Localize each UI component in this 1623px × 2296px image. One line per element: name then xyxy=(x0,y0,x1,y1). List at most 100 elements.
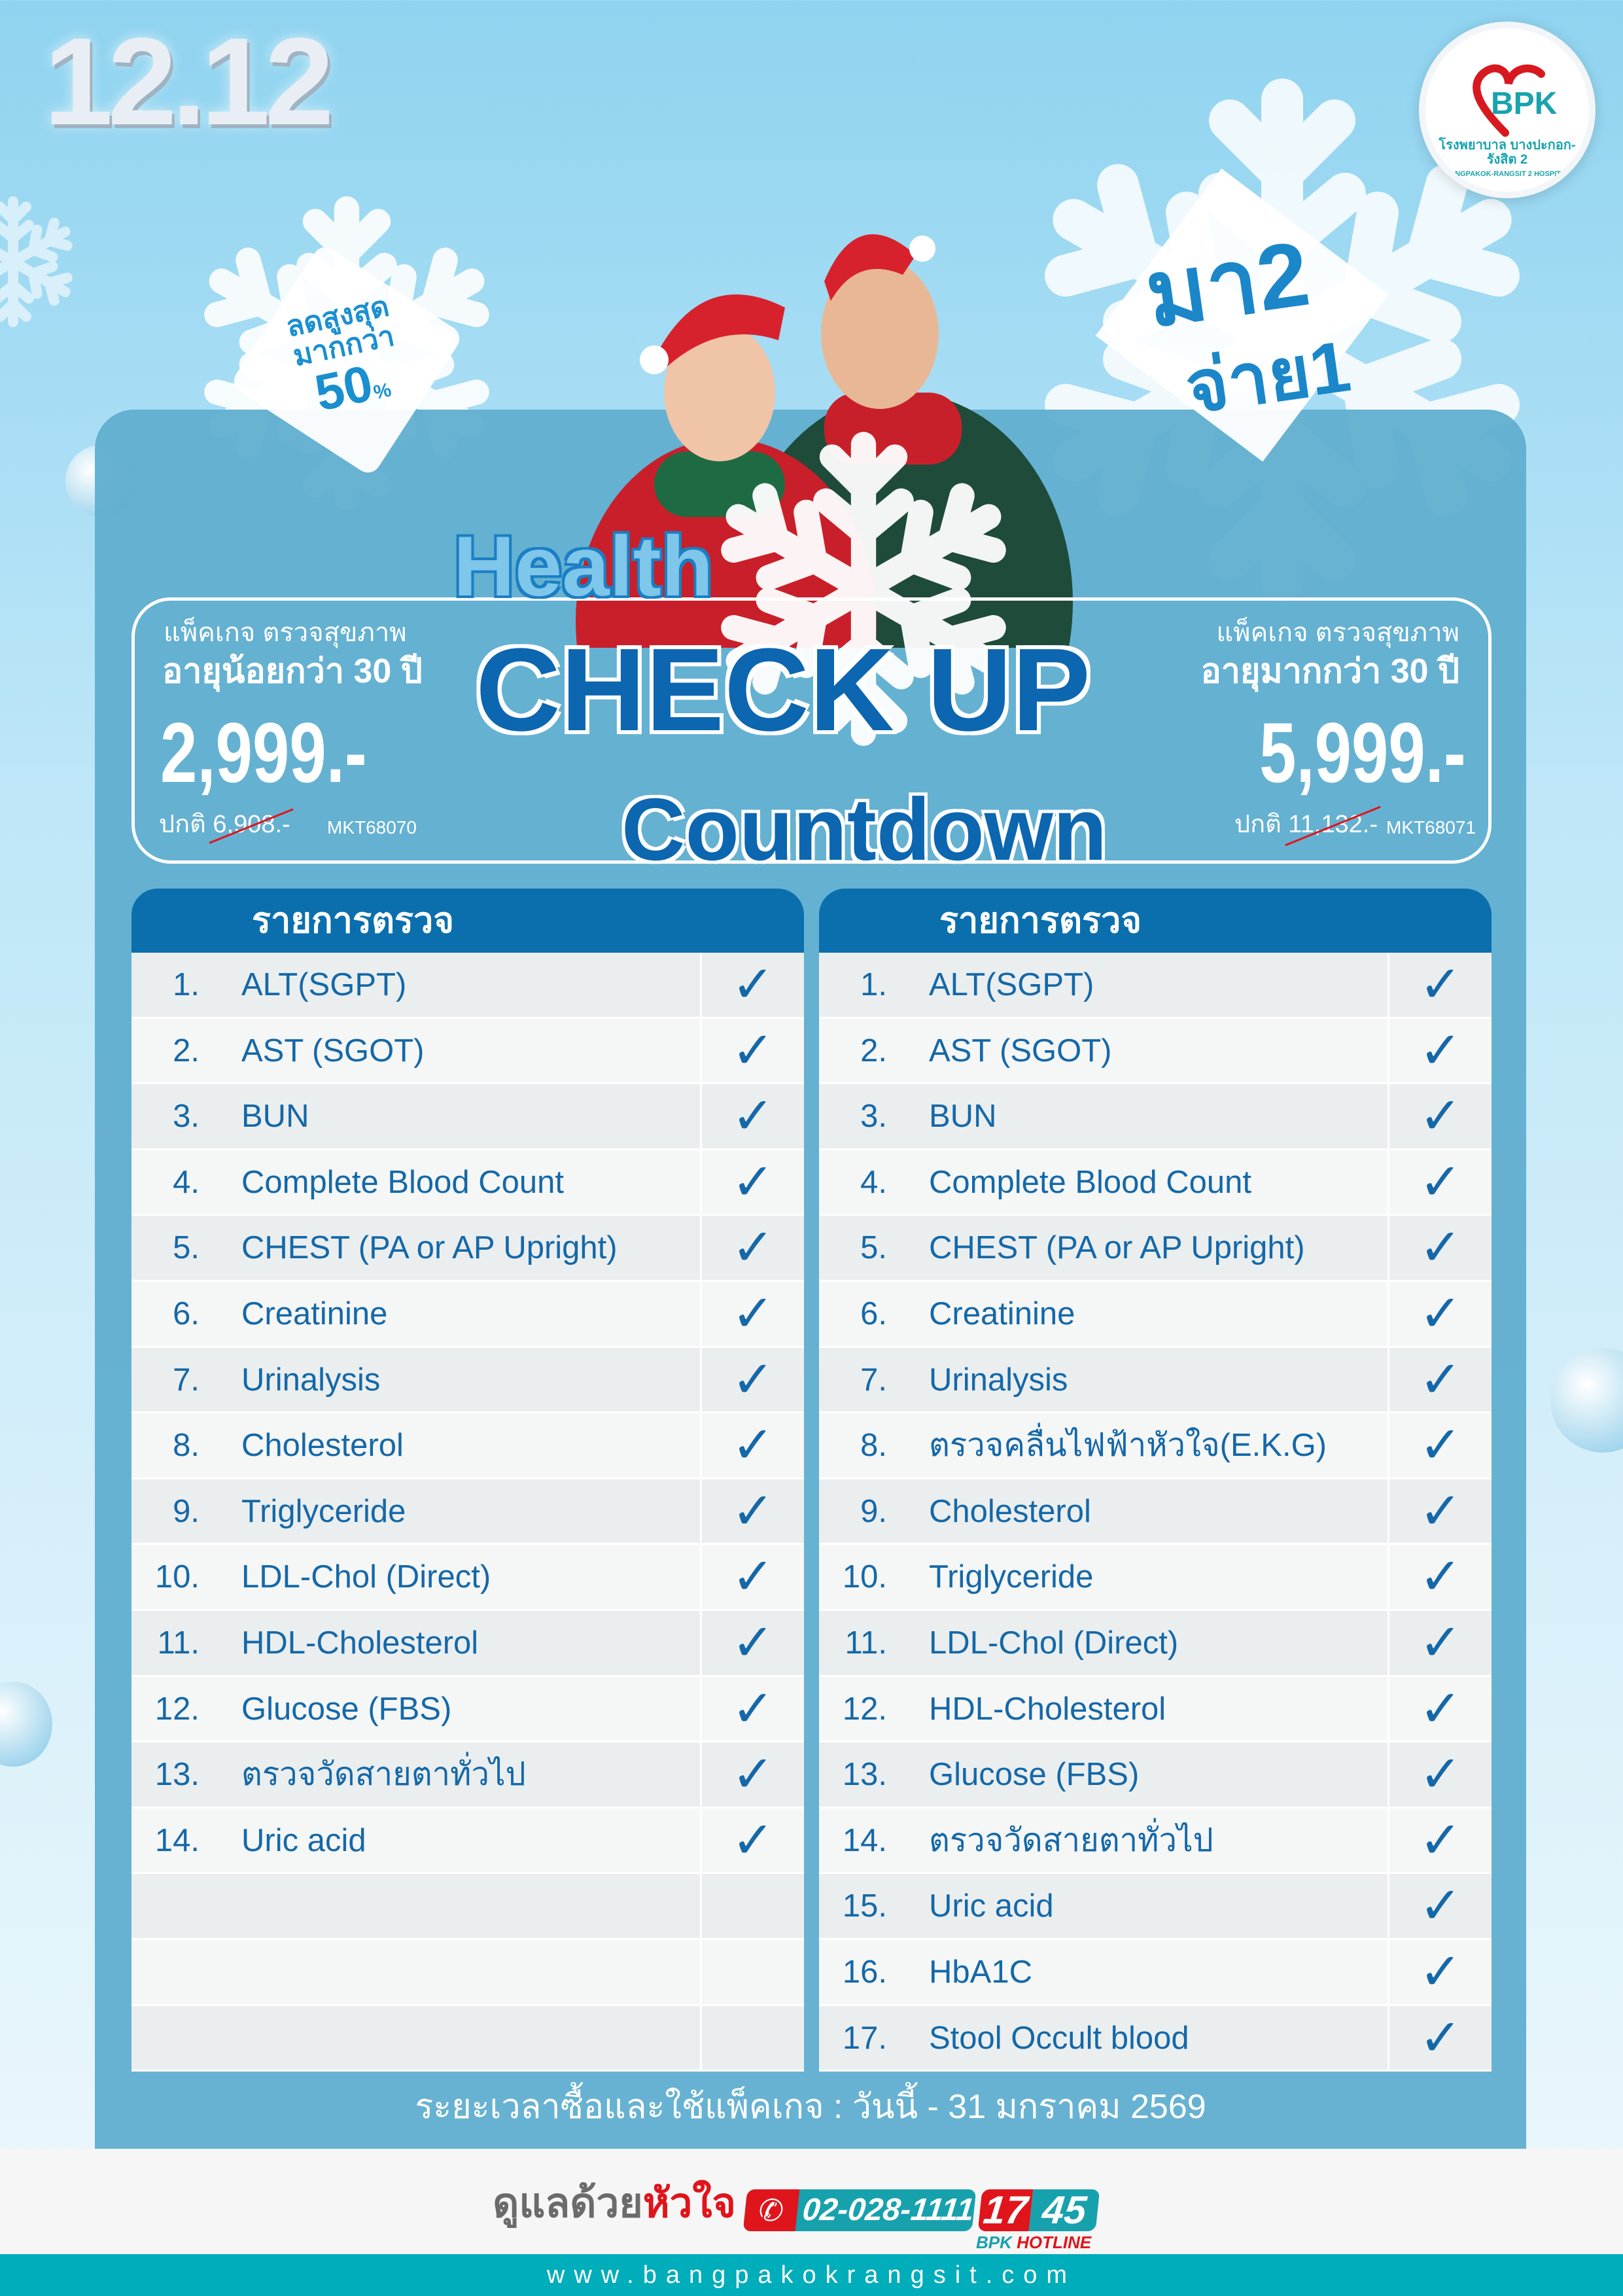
item-number: 9. xyxy=(173,1493,200,1529)
table-row xyxy=(131,1939,804,2006)
table-header: รายการตรวจ xyxy=(819,889,1492,953)
check-icon: ✓ xyxy=(1419,1481,1462,1541)
item-name: CHEST (PA or AP Upright) xyxy=(898,1216,1389,1280)
table-row: 1. ALT(SGPT) ✓ xyxy=(131,953,804,1019)
item-number: 8. xyxy=(173,1428,200,1464)
check-icon xyxy=(702,1940,804,2004)
item-number: 1. xyxy=(860,967,887,1002)
item-name xyxy=(210,1874,702,1938)
table-header: รายการตรวจ xyxy=(131,889,804,953)
item-number xyxy=(131,1940,210,2004)
checkup-table-under-30: รายการตรวจ 1. ALT(SGPT) ✓ 2. AST (SGOT) ✓ 3. BU… xyxy=(131,889,804,2072)
promo-line1: มา2 xyxy=(1140,221,1316,346)
table-row: 1. ALT(SGPT) ✓ xyxy=(819,953,1492,1019)
table-row: 2. AST (SGOT) ✓ xyxy=(819,1018,1492,1085)
item-name: AST (SGOT) xyxy=(210,1018,702,1083)
check-icon: ✓ xyxy=(731,1547,775,1607)
check-icon: ✓ xyxy=(731,1679,775,1739)
check-icon: ✓ xyxy=(1419,2008,1462,2068)
item-number: 10. xyxy=(842,1559,887,1595)
item-name: BUN xyxy=(898,1084,1389,1148)
check-icon: ✓ xyxy=(1419,1810,1462,1870)
item-name: Creatinine xyxy=(210,1281,702,1346)
package-period: ระยะเวลาซื้อและใช้แพ็คเกจ : วันนี้ - 31 … xyxy=(415,2088,1206,2126)
table-row: 12. Glucose (FBS) ✓ xyxy=(131,1676,804,1743)
table-row: 6. Creatinine ✓ xyxy=(131,1281,804,1348)
item-name: HDL-Cholesterol xyxy=(898,1676,1389,1741)
package-age: อายุมากกว่า 30 ปี xyxy=(1200,652,1459,690)
table-row: 12. HDL-Cholesterol ✓ xyxy=(819,1676,1492,1743)
check-icon: ✓ xyxy=(731,1481,775,1541)
logo-name-th: โรงพยาบาล บางปะกอก-รังสิต 2 xyxy=(1439,138,1576,167)
check-icon: ✓ xyxy=(1419,1679,1462,1739)
check-icon: ✓ xyxy=(731,1745,775,1805)
item-name: Urinalysis xyxy=(210,1347,702,1412)
woman-face xyxy=(664,324,775,461)
item-name: HDL-Cholesterol xyxy=(210,1610,702,1675)
item-name: Glucose (FBS) xyxy=(898,1742,1389,1807)
table-row: 11. LDL-Chol (Direct) ✓ xyxy=(819,1610,1492,1677)
item-number: 12. xyxy=(842,1691,887,1727)
item-number: 14. xyxy=(154,1822,200,1858)
slogan: ดูแลด้วยหัวใจ xyxy=(493,2181,736,2226)
item-name: LDL-Chol (Direct) xyxy=(210,1545,702,1609)
item-number: 11. xyxy=(845,1625,887,1661)
item-number xyxy=(131,2006,210,2070)
item-name: LDL-Chol (Direct) xyxy=(898,1610,1389,1675)
table-row: 14. ตรวจวัดสายตาทั่วไป ✓ xyxy=(819,1808,1492,1875)
check-icon: ✓ xyxy=(1419,1942,1462,2002)
table-row: 8. ตรวจคลื่นไฟฟ้าหัวใจ(E.K.G) ✓ xyxy=(819,1413,1492,1479)
heart-icon xyxy=(1473,64,1545,137)
item-number: 15. xyxy=(842,1888,887,1924)
item-number: 1. xyxy=(173,967,200,1002)
check-icon: ✓ xyxy=(731,955,775,1014)
promo-line2: จ่าย1 xyxy=(1180,325,1355,429)
check-icon: ✓ xyxy=(731,1087,775,1146)
discount-badge: ลดสูงสุด มากกว่า 50% xyxy=(229,242,464,478)
phone-button[interactable]: ✆ 02-028-1111 xyxy=(742,2189,977,2231)
table-row: 10. LDL-Chol (Direct) ✓ xyxy=(131,1545,804,1611)
check-icon: ✓ xyxy=(1419,1152,1462,1212)
item-name: Uric acid xyxy=(210,1808,702,1873)
item-name xyxy=(210,1939,702,2004)
check-icon: ✓ xyxy=(1419,1284,1462,1343)
item-name: Urinalysis xyxy=(898,1347,1389,1412)
item-number: 5. xyxy=(860,1230,887,1266)
item-number: 13. xyxy=(154,1757,200,1793)
hotline-button[interactable]: 17 45 xyxy=(977,2189,1100,2231)
item-name: Triglyceride xyxy=(210,1479,702,1544)
website-link[interactable]: www.bangpakokrangsit.com xyxy=(0,2254,1623,2296)
item-number xyxy=(131,1874,210,1938)
package-label: แพ็คเกจ ตรวจสุขภาพ xyxy=(164,618,407,647)
table-row xyxy=(131,1874,804,1940)
check-icon: ✓ xyxy=(1419,1613,1462,1672)
man-face xyxy=(821,258,939,409)
phone-number: 02-028-1111 xyxy=(801,2193,976,2227)
snowflake-icon xyxy=(0,196,79,327)
woman-scarf xyxy=(654,451,785,517)
table-row: 3. BUN ✓ xyxy=(131,1084,804,1150)
check-icon: ✓ xyxy=(1419,955,1462,1014)
table-row: 10. Triglyceride ✓ xyxy=(819,1545,1492,1611)
item-number: 10. xyxy=(154,1559,200,1595)
hospital-logo: BPK โรงพยาบาล บางปะกอก-รังสิต 2 BANGPAKO… xyxy=(1419,22,1596,198)
check-icon: ✓ xyxy=(731,1613,775,1672)
item-number: 14. xyxy=(842,1822,887,1858)
item-name: Uric acid xyxy=(898,1874,1389,1938)
check-icon: ✓ xyxy=(731,1218,775,1278)
item-number: 2. xyxy=(860,1033,887,1069)
item-name: Triglyceride xyxy=(898,1545,1389,1609)
check-icon: ✓ xyxy=(731,1284,775,1343)
item-name: Cholesterol xyxy=(210,1413,702,1477)
title-countdown: Countdown xyxy=(621,780,1108,879)
table-row: 2. AST (SGOT) ✓ xyxy=(131,1018,804,1085)
check-icon: ✓ xyxy=(731,1021,775,1080)
item-number: 2. xyxy=(173,1033,200,1069)
table-row: 9. Cholesterol ✓ xyxy=(819,1479,1492,1545)
item-number: 13. xyxy=(842,1757,887,1793)
hotline-label: BPK HOTLINE xyxy=(976,2233,1092,2252)
item-name: CHEST (PA or AP Upright) xyxy=(210,1216,702,1280)
price-box xyxy=(131,597,1492,864)
promo-badge: มา2 จ่าย1 xyxy=(1083,168,1416,465)
item-number: 16. xyxy=(842,1954,887,1990)
